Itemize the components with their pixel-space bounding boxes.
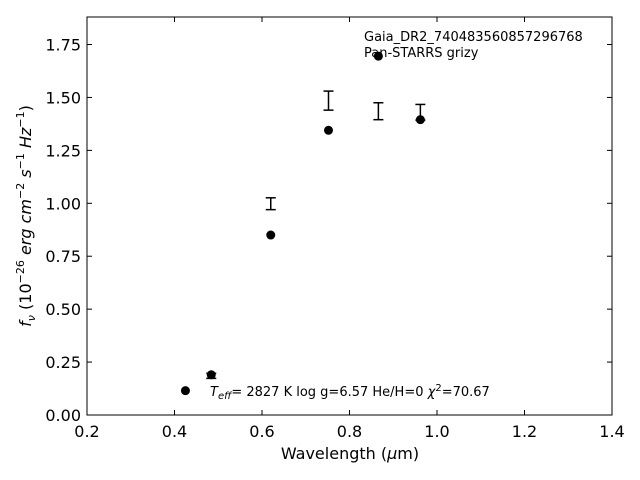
model-points bbox=[180, 51, 425, 396]
x-tick-label: 0.4 bbox=[162, 422, 187, 441]
teff-subscript: eff bbox=[218, 391, 233, 402]
x-tick-label: 0.6 bbox=[249, 422, 274, 441]
y-tick-label: 1.00 bbox=[45, 194, 81, 213]
y-tick-label: 0.00 bbox=[45, 406, 81, 425]
observed-errorbar bbox=[373, 101, 384, 121]
chi-exponent: 2 bbox=[435, 383, 441, 394]
model-point bbox=[180, 386, 190, 396]
object-annotation: Gaia_DR2_740483560857296768 bbox=[364, 30, 583, 45]
fit-parameters: Teff= 2827 K log g=6.57 He/H=0 χ2=70.67 bbox=[210, 383, 490, 402]
y-tick-label: 1.75 bbox=[45, 36, 81, 55]
y-axis-label: fν (10−26 erg cm−2 s−1 Hz−1) bbox=[14, 105, 38, 327]
observed-errorbar bbox=[265, 197, 276, 211]
y-tick-label: 0.75 bbox=[45, 247, 81, 266]
model-point bbox=[206, 370, 216, 380]
x-tick-label: 0.8 bbox=[337, 422, 362, 441]
teff-symbol: T bbox=[210, 385, 219, 400]
y-tick-label: 1.50 bbox=[45, 88, 81, 107]
x-tick-label: 0.2 bbox=[74, 422, 99, 441]
y-tick-label: 1.25 bbox=[45, 141, 81, 160]
chi-value: =70.67 bbox=[442, 385, 490, 400]
x-axis: 0.2 0.4 0.6 0.8 1.0 1.2 1.4 bbox=[74, 17, 625, 441]
plot-area bbox=[86, 16, 613, 416]
x-tick-label: 1.4 bbox=[599, 422, 624, 441]
x-tick-label: 1.2 bbox=[512, 422, 537, 441]
teff-value: = 2827 K log g=6.57 He/H=0 bbox=[231, 385, 427, 400]
model-point bbox=[266, 230, 276, 240]
survey-annotation: Pan-STARRS grizy bbox=[364, 46, 479, 61]
model-point bbox=[373, 51, 383, 61]
model-point bbox=[415, 115, 425, 125]
y-tick-label: 0.25 bbox=[45, 353, 81, 372]
model-point bbox=[324, 125, 333, 135]
y-axis: 0.00 0.25 0.50 0.75 1.00 1.25 1.50 1.75 bbox=[45, 36, 612, 425]
observed-errorbar bbox=[323, 90, 334, 111]
x-axis-label: Wavelength (μm) bbox=[281, 444, 419, 463]
y-tick-label: 0.50 bbox=[45, 300, 81, 319]
chi-symbol: χ bbox=[427, 385, 437, 400]
x-tick-label: 1.0 bbox=[424, 422, 449, 441]
